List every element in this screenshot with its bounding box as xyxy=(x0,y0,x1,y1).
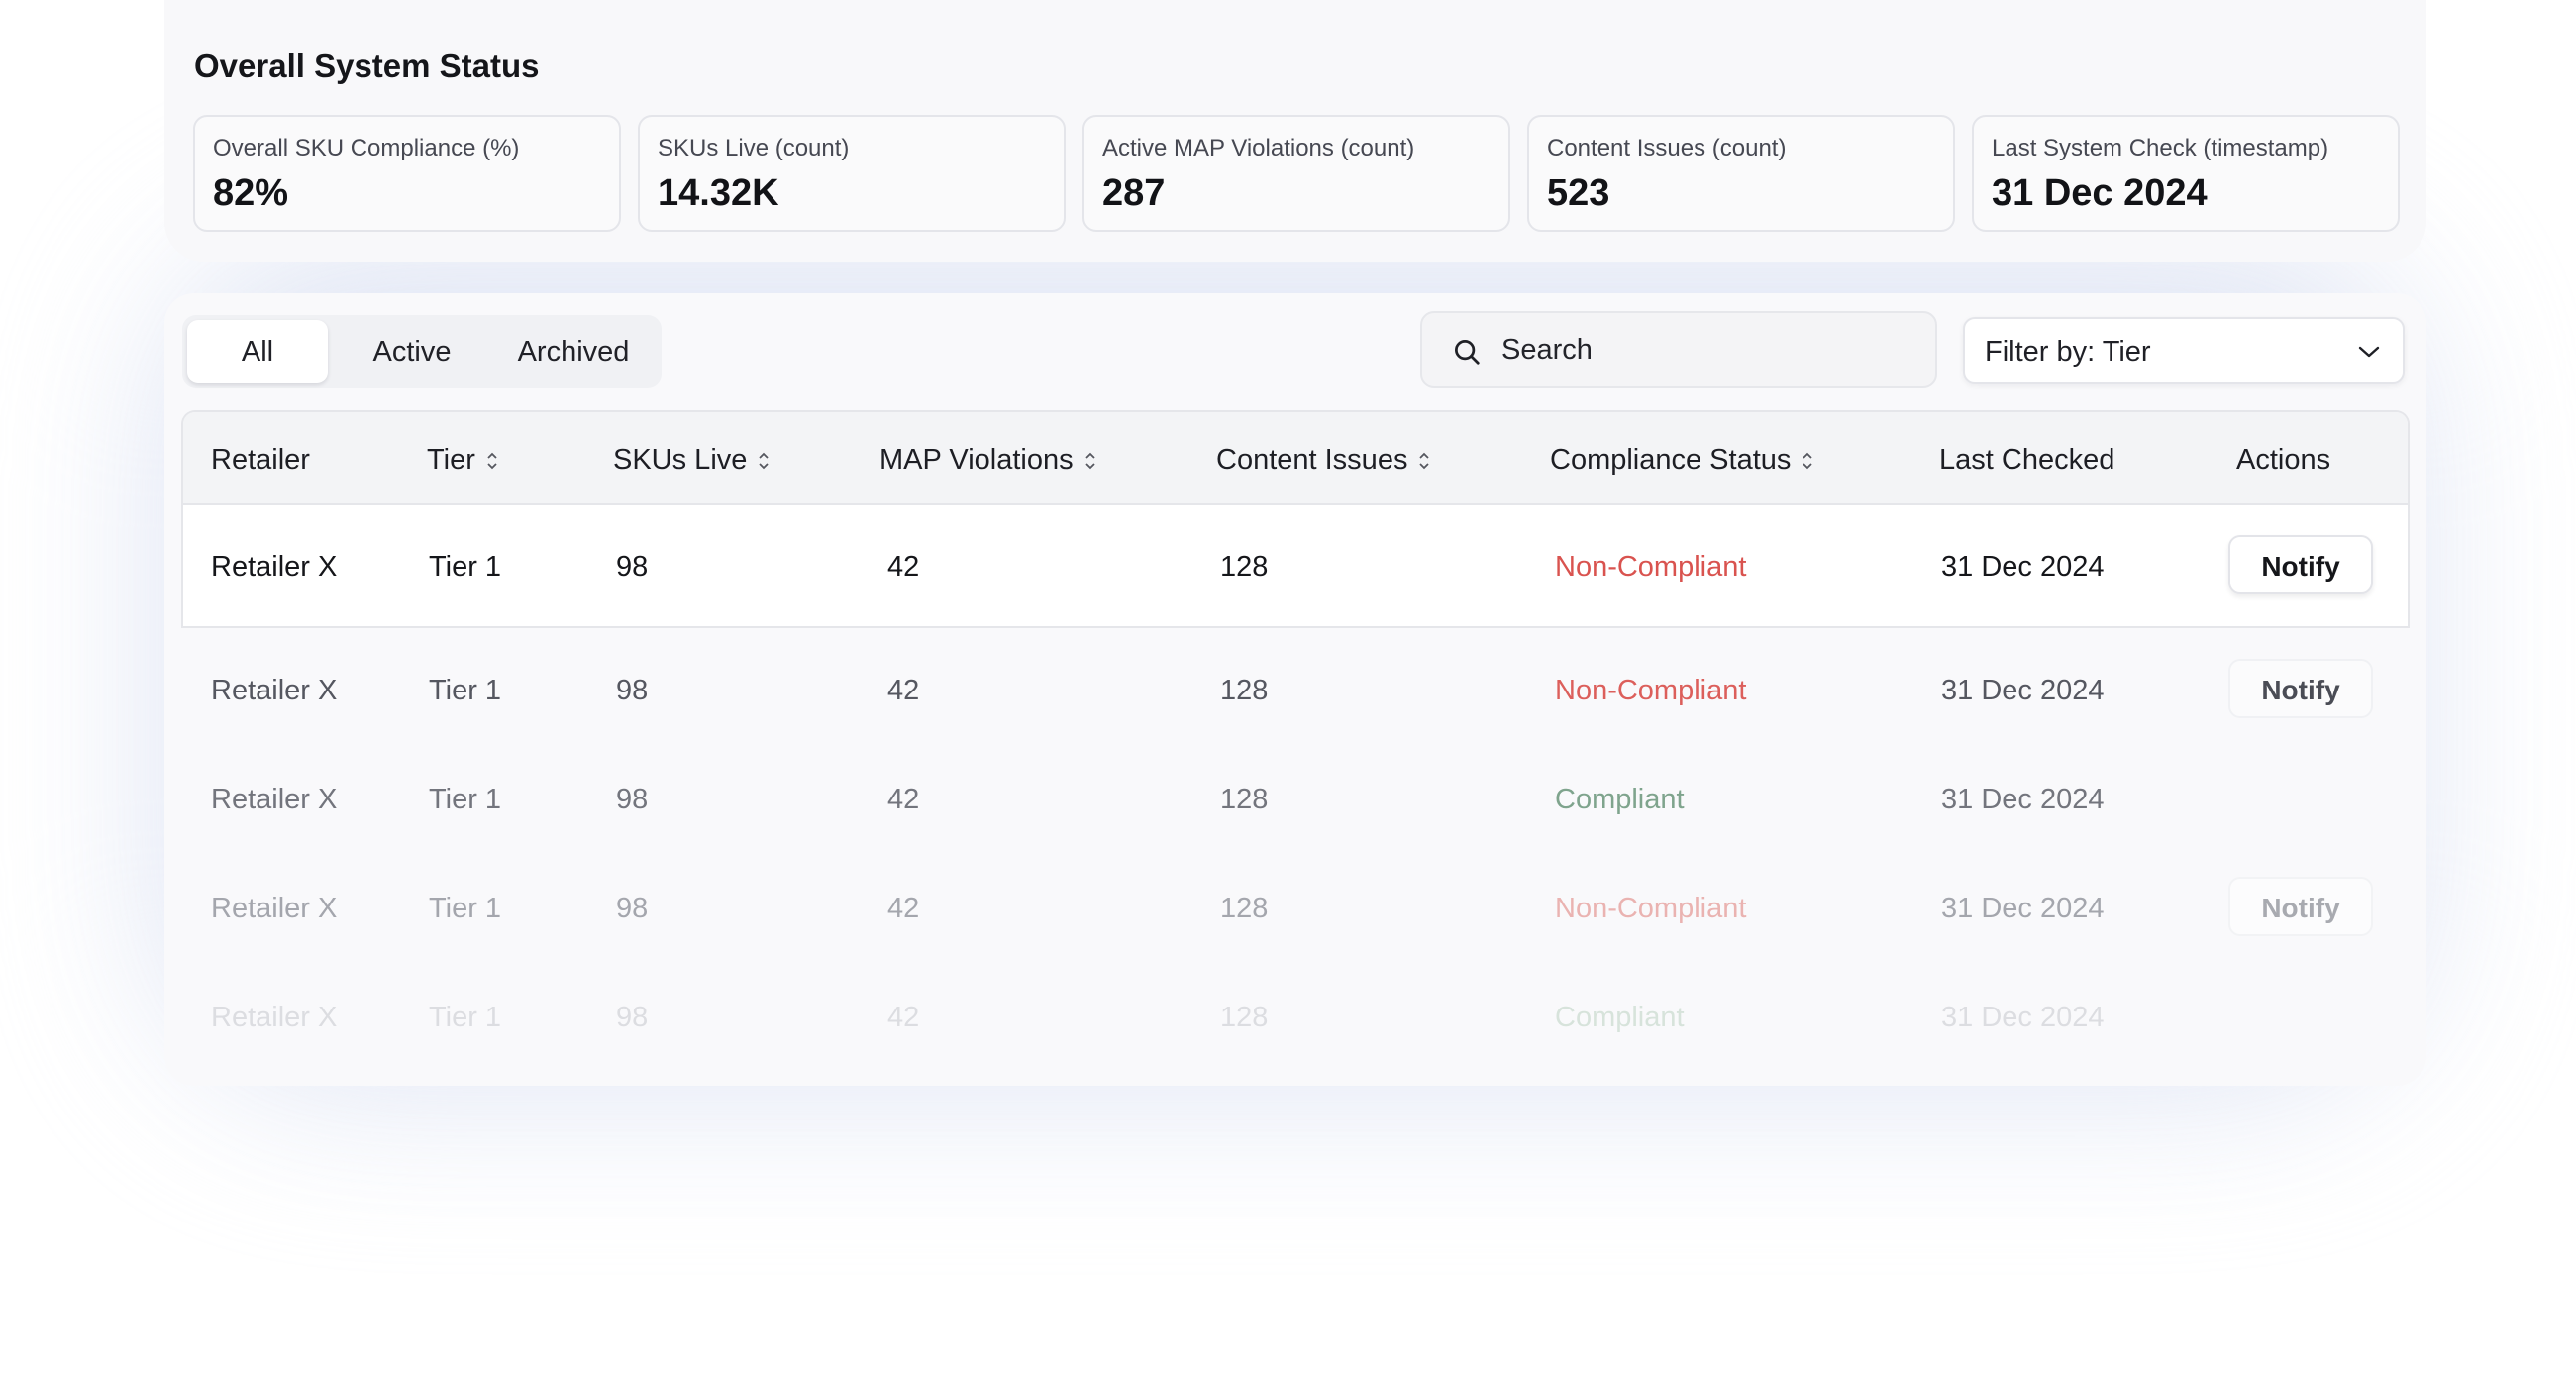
header-label: Content Issues xyxy=(1216,444,1408,476)
cell-skus-live: 98 xyxy=(616,675,649,706)
header-label: Compliance Status xyxy=(1550,444,1792,476)
cell-compliance-status: Compliant xyxy=(1555,784,1685,815)
cell-compliance-status: Non-Compliant xyxy=(1555,675,1747,706)
tier-filter-dropdown[interactable]: Filter by: Tier xyxy=(1963,317,2405,384)
chevron-down-icon xyxy=(2358,346,2380,358)
cell-content-issues: 128 xyxy=(1220,893,1269,924)
header-label: Retailer xyxy=(211,444,310,476)
column-header-skus-live[interactable]: SKUs Live xyxy=(613,444,771,477)
table-row: Retailer X Tier 1 98 42 128 Non-Complian… xyxy=(0,535,2576,596)
cell-retailer: Retailer X xyxy=(211,675,338,706)
kpi-label: Content Issues (count) xyxy=(1547,135,1787,161)
table-row-highlight xyxy=(183,505,2408,628)
cell-map-violations: 42 xyxy=(887,893,920,924)
table-header: Retailer Tier SKUs Live MAP Violations C… xyxy=(183,412,2408,505)
cell-content-issues: 128 xyxy=(1220,784,1269,815)
cell-content-issues: 128 xyxy=(1220,1002,1269,1033)
cell-skus-live: 98 xyxy=(616,784,649,815)
kpi-label: Overall SKU Compliance (%) xyxy=(213,135,520,161)
cell-map-violations: 42 xyxy=(887,1002,920,1033)
filter-label: Filter by: Tier xyxy=(1985,336,2151,368)
cell-retailer: Retailer X xyxy=(211,784,338,815)
kpi-value: 14.32K xyxy=(658,172,779,214)
column-header-content-issues[interactable]: Content Issues xyxy=(1216,444,1431,477)
header-label: MAP Violations xyxy=(879,444,1074,476)
cell-map-violations: 42 xyxy=(887,675,920,706)
cell-skus-live: 98 xyxy=(616,551,649,583)
status-tabs: All Active Archived xyxy=(182,315,662,388)
cell-retailer: Retailer X xyxy=(211,551,338,583)
table-row: Retailer X Tier 1 98 42 128 Compliant 31… xyxy=(0,770,2576,829)
cell-last-checked: 31 Dec 2024 xyxy=(1941,1002,2105,1033)
sort-icon xyxy=(1419,452,1430,469)
kpi-card-last-check: Last System Check (timestamp) 31 Dec 202… xyxy=(1972,115,2400,232)
cell-tier: Tier 1 xyxy=(429,1002,502,1033)
cell-last-checked: 31 Dec 2024 xyxy=(1941,893,2105,924)
search-icon xyxy=(1455,340,1480,365)
cell-content-issues: 128 xyxy=(1220,675,1269,706)
notify-button[interactable]: Notify xyxy=(2228,535,2373,594)
header-label: Last Checked xyxy=(1939,444,2115,476)
search-input[interactable] xyxy=(1501,325,1898,374)
column-header-actions: Actions xyxy=(2236,444,2330,477)
kpi-value: 287 xyxy=(1102,172,1166,214)
cell-tier: Tier 1 xyxy=(429,675,502,706)
cell-tier: Tier 1 xyxy=(429,893,502,924)
search-box xyxy=(1420,311,1937,388)
cell-map-violations: 42 xyxy=(887,784,920,815)
cell-skus-live: 98 xyxy=(616,1002,649,1033)
kpi-card-map-violations: Active MAP Violations (count) 287 xyxy=(1082,115,1510,232)
retailer-table xyxy=(181,410,2410,628)
cell-retailer: Retailer X xyxy=(211,1002,338,1033)
notify-button[interactable]: Notify xyxy=(2228,659,2373,718)
sort-icon xyxy=(759,452,770,469)
cell-compliance-status: Non-Compliant xyxy=(1555,893,1747,924)
cell-content-issues: 128 xyxy=(1220,551,1269,583)
cell-retailer: Retailer X xyxy=(211,893,338,924)
kpi-label: Last System Check (timestamp) xyxy=(1992,135,2329,161)
kpi-card-content-issues: Content Issues (count) 523 xyxy=(1527,115,1955,232)
cell-compliance-status: Compliant xyxy=(1555,1002,1685,1033)
kpi-value: 523 xyxy=(1547,172,1610,214)
tab-active[interactable]: Active xyxy=(372,336,452,368)
cell-map-violations: 42 xyxy=(887,551,920,583)
table-row: Retailer X Tier 1 98 42 128 Non-Complian… xyxy=(0,877,2576,938)
kpi-card-sku-compliance: Overall SKU Compliance (%) 82% xyxy=(193,115,621,232)
kpi-label: SKUs Live (count) xyxy=(658,135,850,161)
sort-icon xyxy=(1084,452,1095,469)
status-title: Overall System Status xyxy=(194,48,540,84)
cell-tier: Tier 1 xyxy=(429,784,502,815)
column-header-compliance-status[interactable]: Compliance Status xyxy=(1550,444,1814,477)
kpi-value: 82% xyxy=(213,172,289,214)
table-row: Retailer X Tier 1 98 42 128 Non-Complian… xyxy=(0,659,2576,720)
kpi-card-skus-live: SKUs Live (count) 14.32K xyxy=(638,115,1066,232)
system-status-panel: Overall System Status Overall SKU Compli… xyxy=(164,0,2426,262)
sort-icon xyxy=(487,452,497,469)
cell-tier: Tier 1 xyxy=(429,551,502,583)
cell-last-checked: 31 Dec 2024 xyxy=(1941,675,2105,706)
notify-button[interactable]: Notify xyxy=(2228,877,2373,936)
table-row: Retailer X Tier 1 98 42 128 Compliant 31… xyxy=(0,988,2576,1047)
header-label: Tier xyxy=(427,444,475,476)
tab-all[interactable]: All xyxy=(187,320,328,383)
cell-skus-live: 98 xyxy=(616,893,649,924)
column-header-tier[interactable]: Tier xyxy=(427,444,499,477)
column-header-last-checked: Last Checked xyxy=(1939,444,2114,477)
cell-last-checked: 31 Dec 2024 xyxy=(1941,551,2105,583)
cell-compliance-status: Non-Compliant xyxy=(1555,551,1747,583)
cell-last-checked: 31 Dec 2024 xyxy=(1941,784,2105,815)
column-header-map-violations[interactable]: MAP Violations xyxy=(879,444,1097,477)
header-label: Actions xyxy=(2236,444,2331,476)
tab-archived[interactable]: Archived xyxy=(517,336,630,368)
column-header-retailer[interactable]: Retailer xyxy=(211,444,310,477)
kpi-value: 31 Dec 2024 xyxy=(1992,172,2208,214)
header-label: SKUs Live xyxy=(613,444,748,476)
sort-icon xyxy=(1803,452,1813,469)
kpi-label: Active MAP Violations (count) xyxy=(1102,135,1415,161)
